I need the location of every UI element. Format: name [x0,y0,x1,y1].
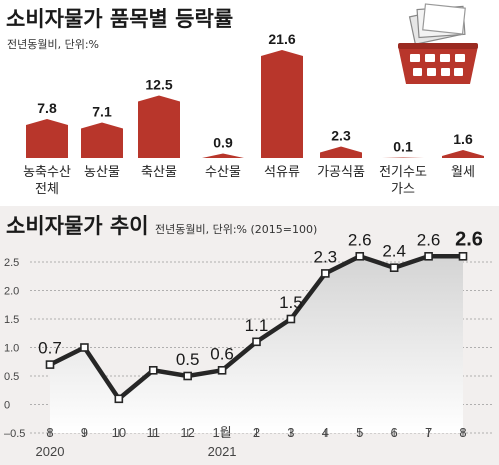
bar-value-label: 7.1 [92,104,112,120]
data-point [80,343,89,352]
point-label: 2.4 [382,242,406,261]
x-tick-label: 8 [46,425,53,440]
data-point [424,252,433,261]
bar-category-label: 수산물 [205,165,241,180]
x-tick-label: 2 [253,425,260,440]
point-label: 0.6 [210,344,234,363]
y-tick-label: 2.5 [4,257,19,269]
bar [202,153,244,158]
x-tick-label: 1월 [212,425,231,440]
data-point [286,314,296,324]
x-tick-label: 5 [356,425,363,440]
y-tick-label: 1.0 [4,343,19,355]
x-tick-label: 10 [112,425,126,440]
point-label: 2.3 [314,247,338,266]
year-label: 2021 [208,444,237,459]
point-label: 2.6 [417,230,441,249]
shopping-basket-icon [398,3,478,84]
x-tick-label: 6 [391,425,398,440]
x-tick-label: 4 [322,425,329,440]
bar-value-label: 7.8 [37,100,57,116]
data-point [45,360,55,369]
x-tick-label: 11 [147,425,161,440]
point-label: 0.5 [176,350,200,369]
bar-category-label: 가스 [391,182,415,197]
bar-category-label: 전기수도 [379,165,427,180]
x-tick-label: 7 [425,425,432,440]
bar-value-label: 21.6 [268,31,295,47]
bar-chart-subtitle: 전년동월비, 단위:% [7,38,99,51]
y-tick-label: 2.0 [4,286,19,298]
point-label: 0.7 [38,339,62,358]
bar-category-label: 축산물 [141,165,177,180]
bar-value-label: 0.1 [393,139,413,155]
line-layer: 2.5 2.0 1.5 1.0 0.5 0 –0.5 0.7 0.5 0.6 1.1 1.5 2.3 2.… [4,228,492,459]
y-tick-label: 0.5 [4,371,19,383]
bar [26,119,68,158]
bar [138,95,180,158]
bar-value-label: 2.3 [331,128,351,144]
point-label: 2.6 [348,230,372,249]
bar [442,150,484,158]
point-label: 1.1 [245,316,269,335]
data-point [389,263,399,273]
data-point [458,252,468,261]
bar-value-label: 1.6 [453,131,473,147]
year-label: 2020 [36,444,65,459]
y-tick-label: –0.5 [4,428,25,440]
point-label: 1.5 [279,293,303,312]
line-chart-title: 소비자물가 추이 [6,214,149,238]
x-tick-label: 8 [459,425,466,440]
data-point [355,252,365,261]
bar [81,122,123,158]
bar [382,157,424,158]
bar [320,146,362,158]
y-tick-label: 0 [4,400,10,412]
bar-category-label: 가공식품 [317,165,365,180]
bar-value-label: 0.9 [213,135,233,151]
data-point [217,365,227,375]
bar-category-label: 농축수산 [23,165,71,180]
bar-chart-title: 소비자물가 품목별 등락률 [6,7,233,31]
x-tick-label: 12 [180,425,194,440]
bar-category-label: 월세 [451,165,475,180]
x-tick-label: 9 [81,425,88,440]
bar [261,50,303,158]
x-tick-label: 3 [287,425,294,440]
data-point [321,269,330,278]
bar-category-label: 농산물 [84,165,120,180]
bar-category-label: 전체 [35,182,59,197]
data-point [114,394,124,404]
line-chart-subtitle: 전년동월비, 단위:% (2015=100) [155,223,317,236]
bar-value-label: 12.5 [145,77,172,93]
data-point [252,337,261,347]
data-point [183,371,192,381]
bar-category-label: 석유류 [264,165,300,180]
data-point [148,365,158,375]
y-tick-label: 1.5 [4,314,19,326]
point-label: 2.6 [455,228,483,250]
